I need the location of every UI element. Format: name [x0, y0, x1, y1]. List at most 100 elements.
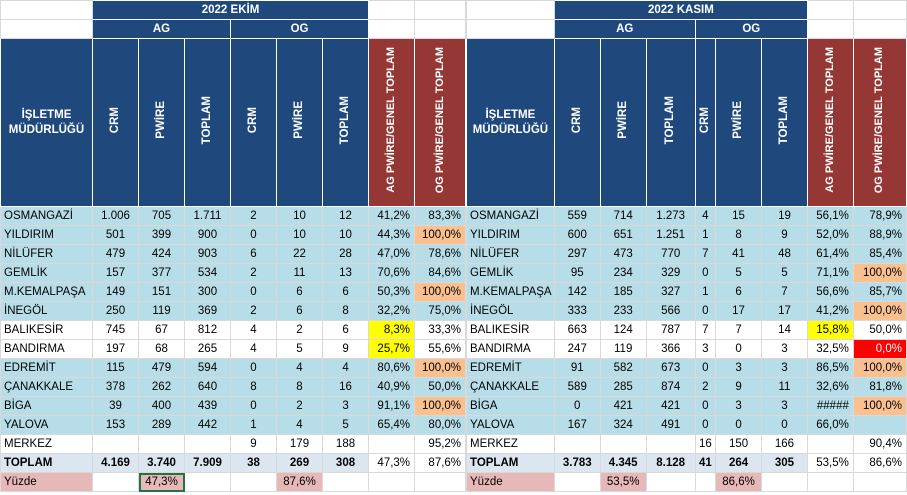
value-cell[interactable]: 421: [599, 396, 647, 416]
unit-name-cell[interactable]: OSMANGAZİ: [0, 206, 93, 226]
blank-cell[interactable]: [852, 19, 907, 39]
value-cell[interactable]: 247: [553, 339, 601, 359]
value-cell[interactable]: 88,9%: [852, 225, 907, 245]
value-cell[interactable]: 0: [553, 396, 601, 416]
blank-cell[interactable]: [553, 472, 601, 492]
value-cell[interactable]: 289: [138, 415, 185, 435]
value-cell[interactable]: 770: [645, 244, 696, 264]
value-cell[interactable]: 100,0%: [852, 358, 907, 378]
value-cell[interactable]: 15,8%: [806, 320, 854, 340]
value-cell[interactable]: [852, 415, 907, 435]
value-cell[interactable]: 8: [230, 377, 277, 397]
value-cell[interactable]: 119: [138, 301, 185, 321]
unit-name-cell[interactable]: İNEGÖL: [466, 301, 555, 321]
unit-name-cell[interactable]: M.KEMALPAŞA: [466, 282, 555, 302]
percent-label[interactable]: Yüzde: [0, 472, 93, 492]
blank-cell[interactable]: [321, 472, 370, 492]
value-cell[interactable]: 9: [761, 225, 808, 245]
value-cell[interactable]: 149: [92, 282, 139, 302]
value-cell[interactable]: 61,4%: [806, 244, 854, 264]
value-cell[interactable]: 874: [645, 377, 696, 397]
value-cell[interactable]: 8: [321, 301, 370, 321]
value-cell[interactable]: 2: [230, 263, 277, 283]
value-cell[interactable]: 41,2%: [368, 206, 416, 226]
value-cell[interactable]: 0,0%: [852, 339, 907, 359]
value-cell[interactable]: 28: [321, 244, 370, 264]
value-cell[interactable]: 71,1%: [806, 263, 854, 283]
value-cell[interactable]: 44,3%: [368, 225, 416, 245]
value-cell[interactable]: 19: [761, 206, 808, 226]
value-cell[interactable]: 80,0%: [414, 415, 467, 435]
value-cell[interactable]: 39: [92, 396, 139, 416]
total-value-cell[interactable]: 86,6%: [852, 453, 907, 473]
value-cell[interactable]: 0: [230, 396, 277, 416]
value-cell[interactable]: 594: [184, 358, 231, 378]
blank-cell[interactable]: [414, 472, 467, 492]
value-cell[interactable]: 142: [553, 282, 601, 302]
value-cell[interactable]: 233: [599, 301, 647, 321]
value-cell[interactable]: 95,2%: [414, 434, 467, 454]
value-cell[interactable]: 265: [184, 339, 231, 359]
blank-cell[interactable]: [230, 472, 277, 492]
value-cell[interactable]: 285: [599, 377, 647, 397]
value-cell[interactable]: 10: [276, 225, 323, 245]
value-cell[interactable]: 6: [276, 282, 323, 302]
value-cell[interactable]: 68: [138, 339, 185, 359]
value-cell[interactable]: 589: [553, 377, 601, 397]
subheader-cell[interactable]: CRM: [553, 38, 601, 207]
value-cell[interactable]: 421: [645, 396, 696, 416]
value-cell[interactable]: 17: [715, 301, 762, 321]
value-cell[interactable]: 2: [276, 320, 323, 340]
period-header[interactable]: 2022 EKİM: [91, 0, 370, 20]
value-cell[interactable]: 3: [761, 396, 808, 416]
value-cell[interactable]: 559: [553, 206, 601, 226]
value-cell[interactable]: 491: [645, 415, 696, 435]
total-value-cell[interactable]: 305: [761, 453, 808, 473]
value-cell[interactable]: 0: [694, 415, 717, 435]
ag-percent-cell[interactable]: 47,3%: [138, 472, 185, 492]
unit-name-cell[interactable]: İNEGÖL: [0, 301, 93, 321]
value-cell[interactable]: 1.711: [184, 206, 231, 226]
value-cell[interactable]: 1: [694, 282, 717, 302]
subheader-cell[interactable]: CRM: [694, 38, 717, 207]
value-cell[interactable]: 81,8%: [852, 377, 907, 397]
value-cell[interactable]: 399: [138, 225, 185, 245]
blank-cell[interactable]: [0, 19, 93, 39]
value-cell[interactable]: 100,0%: [414, 396, 467, 416]
value-cell[interactable]: 900: [184, 225, 231, 245]
value-cell[interactable]: 534: [184, 263, 231, 283]
value-cell[interactable]: 3: [761, 358, 808, 378]
value-cell[interactable]: 185: [599, 282, 647, 302]
value-cell[interactable]: 333: [553, 301, 601, 321]
value-cell[interactable]: 262: [138, 377, 185, 397]
value-cell[interactable]: 6: [230, 244, 277, 264]
blank-cell[interactable]: [414, 19, 467, 39]
value-cell[interactable]: 84,6%: [414, 263, 467, 283]
value-cell[interactable]: [92, 434, 139, 454]
value-cell[interactable]: 9: [230, 434, 277, 454]
total-value-cell[interactable]: 269: [276, 453, 323, 473]
value-cell[interactable]: 67: [138, 320, 185, 340]
value-cell[interactable]: 56,6%: [806, 282, 854, 302]
unit-name-cell[interactable]: MERKEZ: [466, 434, 555, 454]
unit-name-cell[interactable]: BALIKESİR: [466, 320, 555, 340]
org-header[interactable]: İŞLETME MÜDÜRLÜĞÜ: [466, 38, 555, 207]
value-cell[interactable]: 157: [92, 263, 139, 283]
value-cell[interactable]: 80,6%: [368, 358, 416, 378]
value-cell[interactable]: 12: [321, 206, 370, 226]
value-cell[interactable]: 7: [694, 320, 717, 340]
total-value-cell[interactable]: 4.345: [599, 453, 647, 473]
value-cell[interactable]: #####: [806, 396, 854, 416]
value-cell[interactable]: 4: [276, 358, 323, 378]
value-cell[interactable]: 100,0%: [414, 225, 467, 245]
value-cell[interactable]: 119: [599, 339, 647, 359]
blank-cell[interactable]: [645, 472, 696, 492]
value-cell[interactable]: 4: [321, 358, 370, 378]
value-cell[interactable]: 179: [276, 434, 323, 454]
value-cell[interactable]: 47,0%: [368, 244, 416, 264]
value-cell[interactable]: 442: [184, 415, 231, 435]
subheader-cell[interactable]: TOPLAM: [645, 38, 696, 207]
value-cell[interactable]: 7: [761, 282, 808, 302]
ratio1-header[interactable]: AG PWİRE/GENEL TOPLAM: [806, 38, 854, 207]
blank-cell[interactable]: [852, 472, 907, 492]
